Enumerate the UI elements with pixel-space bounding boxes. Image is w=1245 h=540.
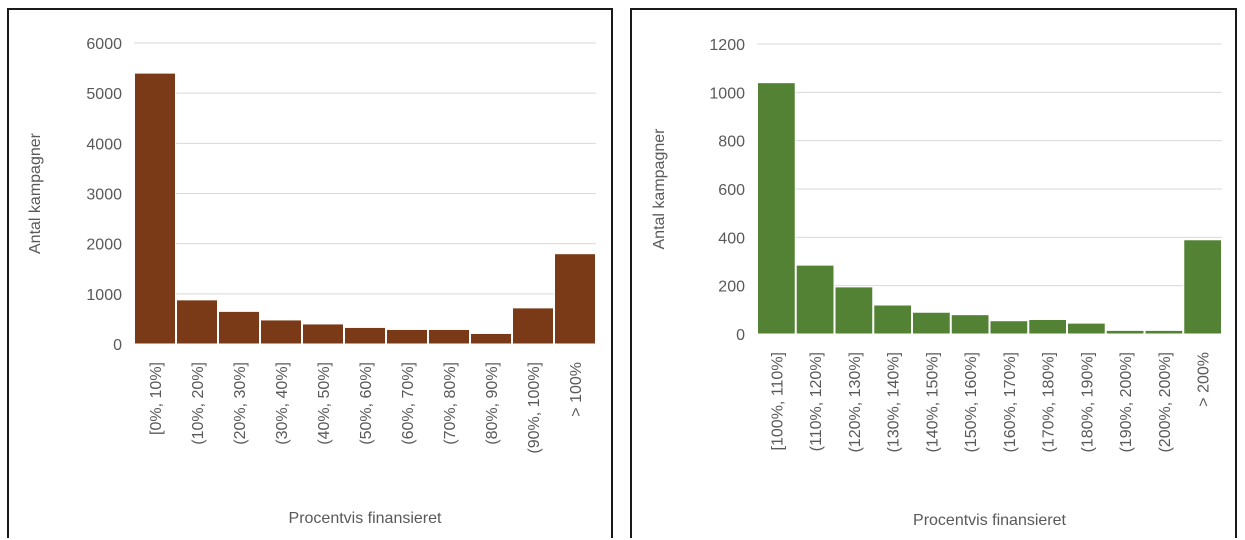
y-tick-label: 1000 bbox=[86, 287, 122, 304]
bar bbox=[429, 329, 470, 344]
x-tick-label: (130%, 140%] bbox=[886, 352, 903, 453]
x-tick-label: (50%, 60%] bbox=[358, 362, 375, 445]
bar bbox=[387, 329, 428, 344]
x-tick-label: (20%, 30%] bbox=[232, 362, 249, 445]
bar bbox=[758, 83, 796, 334]
chart-left: 0 1000 2000 3000 4000 5000 6000 [0%, 10%] (10%, … bbox=[9, 10, 615, 540]
bar bbox=[1029, 320, 1067, 335]
x-axis-title: Procentvis finansieret bbox=[289, 510, 443, 527]
x-tick-label: > 100% bbox=[568, 362, 585, 417]
y-tick-label: 600 bbox=[718, 182, 745, 199]
chart-panel-right: 0 200 400 600 800 1000 1200 [100%, 110%] (110%, … bbox=[630, 8, 1237, 538]
bar bbox=[1106, 330, 1144, 334]
bar bbox=[303, 324, 344, 344]
x-axis-title: Procentvis finansieret bbox=[913, 512, 1067, 529]
x-tick-label: (120%, 130%] bbox=[847, 352, 864, 453]
x-tick-label: (70%, 80%] bbox=[442, 362, 459, 445]
bar bbox=[345, 327, 386, 344]
y-tick-label: 4000 bbox=[86, 136, 122, 153]
x-tick-label: (140%, 150%] bbox=[924, 352, 941, 453]
y-tick-label: 3000 bbox=[86, 187, 122, 204]
x-tick-label: (10%, 20%] bbox=[190, 362, 207, 445]
bar bbox=[555, 254, 596, 344]
y-tick-label: 5000 bbox=[86, 86, 122, 103]
y-axis-title: Antal kampagner bbox=[27, 132, 44, 254]
x-tick-label: (90%, 100%] bbox=[526, 362, 543, 454]
y-axis-title: Antal kampagner bbox=[651, 128, 668, 250]
x-tick-label: (190%, 200%] bbox=[1118, 352, 1135, 453]
chart-right: 0 200 400 600 800 1000 1200 [100%, 110%] (110%, … bbox=[632, 10, 1239, 540]
bar bbox=[990, 321, 1028, 334]
bar bbox=[796, 265, 834, 334]
y-tick-label: 400 bbox=[718, 230, 745, 247]
x-tick-label: (170%, 180%] bbox=[1041, 352, 1058, 453]
y-tick-label: 800 bbox=[718, 134, 745, 151]
chart-panel-left: 0 1000 2000 3000 4000 5000 6000 [0%, 10%] (10%, … bbox=[7, 8, 613, 538]
bar bbox=[219, 311, 260, 344]
x-tick-label: (80%, 90%] bbox=[484, 362, 501, 445]
bar bbox=[1145, 330, 1183, 334]
bar bbox=[835, 287, 873, 334]
y-tick-label: 1000 bbox=[709, 85, 745, 102]
bar bbox=[913, 312, 951, 334]
x-tick-label: > 200% bbox=[1196, 352, 1213, 407]
x-tick-label: (110%, 120%] bbox=[808, 352, 825, 451]
bar bbox=[513, 308, 554, 344]
y-tick-label: 1200 bbox=[709, 37, 745, 54]
bar bbox=[135, 73, 176, 344]
bar bbox=[471, 333, 512, 344]
y-tick-label: 6000 bbox=[86, 36, 122, 53]
bar bbox=[261, 320, 302, 344]
y-tick-label: 200 bbox=[718, 279, 745, 296]
x-tick-label: (200%, 200%] bbox=[1157, 352, 1174, 453]
x-tick-label: (40%, 50%] bbox=[316, 362, 333, 445]
y-tick-label: 0 bbox=[736, 327, 745, 344]
bar bbox=[1068, 323, 1106, 334]
bar bbox=[874, 305, 912, 334]
y-tick-label: 2000 bbox=[86, 237, 122, 254]
x-tick-label: (30%, 40%] bbox=[274, 362, 291, 445]
bar bbox=[951, 315, 989, 334]
x-tick-label: (160%, 170%] bbox=[1002, 352, 1019, 453]
x-tick-label: (150%, 160%] bbox=[963, 352, 980, 453]
x-tick-label: [0%, 10%] bbox=[148, 362, 165, 435]
x-tick-label: (60%, 70%] bbox=[400, 362, 417, 445]
y-tick-label: 0 bbox=[113, 337, 122, 354]
x-tick-label: (180%, 190%] bbox=[1079, 352, 1096, 453]
x-tick-label: [100%, 110%] bbox=[769, 352, 786, 450]
bar bbox=[177, 300, 218, 344]
bar bbox=[1184, 240, 1222, 334]
